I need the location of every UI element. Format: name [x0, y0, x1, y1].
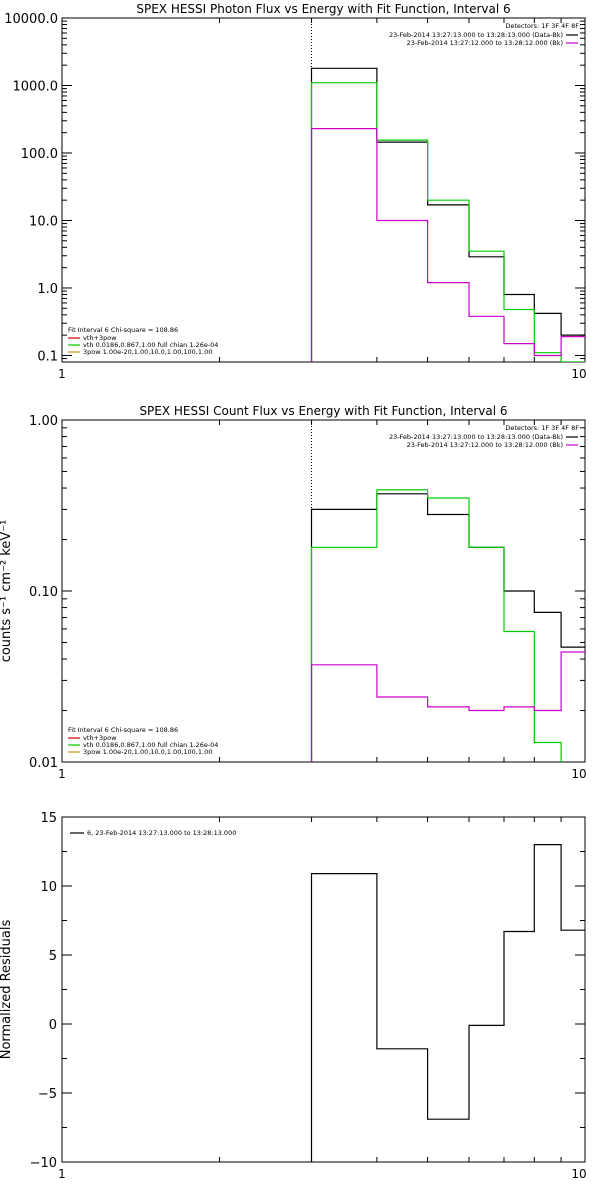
y-tick-label: 10000.0 — [4, 12, 58, 27]
x-tick-label: 1 — [58, 767, 66, 781]
chart-title: SPEX HESSI Photon Flux vs Energy with Fi… — [136, 2, 510, 16]
y-tick-label: 1.0 — [37, 282, 58, 297]
fit-entry: 3pow 1.00e-20,1.00,10.0,1.00,100,1.00 — [83, 348, 212, 356]
series-line-1 — [310, 67, 585, 362]
chart-panel-1: SPEX HESSI Photon Flux vs Energy with Fi… — [4, 2, 586, 381]
fit-entry: vth 0.0186,0.867,1.00 full chian 1.26e-0… — [83, 741, 218, 749]
y-tick-label: 10 — [40, 880, 57, 895]
legend-header: Detectors: 1F 3F 4F 8F — [505, 22, 579, 30]
y-tick-label: 0.1 — [37, 349, 58, 364]
series-line-3 — [310, 128, 585, 362]
x-tick-label: 1 — [58, 367, 66, 381]
y-tick-label: −5 — [38, 1087, 57, 1102]
legend-entry: 23-Feb-2014 13:27:13.000 to 13:28:13.000… — [389, 31, 563, 39]
x-tick-label: 1 — [58, 1167, 66, 1181]
legend-entry: 6, 23-Feb-2014 13:27:13.000 to 13:28:13.… — [87, 829, 236, 837]
y-axis-label: Normalized Residuals — [0, 920, 14, 1060]
x-tick-label: 10 — [571, 367, 586, 381]
series-group — [310, 67, 585, 362]
x-tick-label: 10 — [571, 767, 586, 781]
series-line-3 — [310, 651, 585, 762]
y-tick-label: −10 — [30, 1156, 57, 1171]
legend-entry: 23-Feb-2014 13:27:12.000 to 13:28:12.000… — [407, 39, 563, 47]
series-line-2 — [310, 489, 562, 762]
y-tick-label: 0 — [49, 1018, 57, 1033]
fit-header: Fit Interval 6 Chi-square = 108.86 — [68, 326, 178, 334]
series-line-1 — [310, 844, 585, 1162]
y-tick-label: 15 — [40, 811, 57, 826]
y-axis-label: counts s⁻¹ cm⁻² keV⁻¹ — [0, 520, 14, 663]
chart-panel-2: SPEX HESSI Count Flux vs Energy with Fit… — [0, 404, 587, 781]
fit-header: Fit Interval 6 Chi-square = 108.86 — [68, 726, 178, 734]
y-tick-label: 100.0 — [21, 147, 58, 162]
fit-entry: 3pow 1.00e-20,1.00,10.0,1.00,100,1.00 — [83, 748, 212, 756]
y-tick-label: 0.01 — [29, 756, 58, 771]
y-tick-label: 0.10 — [29, 585, 58, 600]
series-line-1 — [310, 493, 585, 762]
y-tick-label: 10.0 — [29, 214, 58, 229]
legend-entry: 23-Feb-2014 13:27:13.000 to 13:28:13.000… — [389, 433, 563, 441]
x-tick-label: 10 — [571, 1167, 586, 1181]
plot-frame — [61, 816, 586, 1163]
y-tick-label: 5 — [49, 949, 57, 964]
legend-header: Detectors: 1F 3F 4F 8F — [505, 424, 579, 432]
series-group — [310, 489, 585, 762]
y-tick-label: 1.00 — [29, 414, 58, 429]
legend-entry: 23-Feb-2014 13:27:12.000 to 13:28:12.000… — [407, 441, 563, 449]
y-tick-label: 1000.0 — [13, 79, 59, 94]
fit-entry: vth+3pow — [83, 734, 117, 742]
chart-panel-3: Normalized Residuals 1 10 −10 −5 0 5 10 15 6, 23-… — [0, 811, 587, 1181]
chart-title: SPEX HESSI Count Flux vs Energy with Fit… — [139, 404, 507, 418]
fit-entry: vth+3pow — [83, 334, 117, 342]
fit-entry: vth 0.0186,0.867,1.00 full chian 1.26e-0… — [83, 341, 218, 349]
series-line-2 — [310, 82, 585, 362]
series-group — [310, 844, 585, 1162]
plot-frame — [61, 17, 586, 363]
